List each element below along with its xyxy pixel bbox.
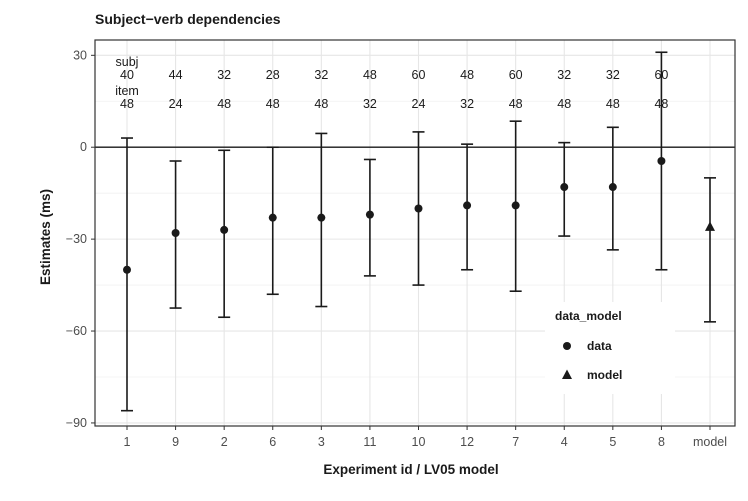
annotation-subj-count: 32 — [557, 68, 571, 82]
data-point — [511, 201, 520, 210]
x-tick-label: 7 — [512, 435, 519, 449]
annotation-subj-count: 32 — [217, 68, 231, 82]
annotation-subj-count: 60 — [412, 68, 426, 82]
data-point — [365, 210, 374, 219]
y-tick-label: −60 — [66, 324, 87, 338]
x-tick-label: 10 — [412, 435, 426, 449]
y-tick-label: −30 — [66, 232, 87, 246]
annotation-item-count: 48 — [606, 97, 620, 111]
x-tick-label: 6 — [269, 435, 276, 449]
annotation-item-count: 32 — [460, 97, 474, 111]
annotation-subj-count: 44 — [169, 68, 183, 82]
annotation-item-count: 32 — [363, 97, 377, 111]
legend-title: data_model — [555, 309, 622, 323]
x-tick-label: 11 — [363, 435, 376, 449]
x-axis-title: Experiment id / LV05 model — [323, 462, 498, 477]
data-point — [268, 213, 277, 222]
annotation-item-count: 48 — [314, 97, 328, 111]
annotation-subj-count: 48 — [363, 68, 377, 82]
annotation-item-label: item — [115, 84, 139, 98]
x-tick-label: 8 — [658, 435, 665, 449]
annotation-item-count: 24 — [412, 97, 426, 111]
chart-title: Subject−verb dependencies — [95, 11, 281, 27]
data-point — [220, 225, 229, 234]
data-point — [560, 183, 569, 192]
data-point — [657, 157, 666, 166]
annotation-subj-count: 32 — [314, 68, 328, 82]
data-point — [414, 204, 423, 213]
y-tick-label: 30 — [73, 48, 87, 62]
annotation-item-count: 48 — [266, 97, 280, 111]
legend-label: model — [587, 368, 622, 382]
legend-key-triangle — [562, 369, 572, 379]
y-tick-label: −90 — [66, 416, 87, 430]
plot-panel: subjitem40484424324828483248483260244832… — [66, 39, 736, 449]
x-tick-label: 4 — [561, 435, 568, 449]
y-axis-title: Estimates (ms) — [38, 189, 53, 285]
data-point — [463, 201, 472, 210]
annotation-item-count: 48 — [120, 97, 134, 111]
x-tick-label: 1 — [124, 435, 131, 449]
x-tick-label: 3 — [318, 435, 325, 449]
annotation-subj-count: 60 — [654, 68, 668, 82]
annotation-item-count: 48 — [557, 97, 571, 111]
x-tick-label: model — [693, 435, 727, 449]
panel-border — [94, 39, 736, 427]
legend-label: data — [587, 339, 612, 353]
legend-key-circle — [563, 342, 571, 350]
x-tick-label: 5 — [609, 435, 616, 449]
annotation-item-count: 48 — [217, 97, 231, 111]
annotation-subj-count: 32 — [606, 68, 620, 82]
x-tick-label: 9 — [172, 435, 179, 449]
x-tick-label: 12 — [460, 435, 474, 449]
annotation-subj-label: subj — [116, 55, 139, 69]
x-tick-label: 2 — [221, 435, 228, 449]
annotation-item-count: 24 — [169, 97, 183, 111]
annotation-subj-count: 40 — [120, 68, 134, 82]
data-point — [171, 229, 180, 237]
data-point — [123, 265, 131, 274]
y-tick-label: 0 — [80, 140, 87, 154]
annotation-subj-count: 48 — [460, 68, 474, 82]
data-point — [608, 183, 617, 192]
data-point — [317, 213, 326, 222]
model-point — [705, 221, 715, 231]
annotation-item-count: 48 — [509, 97, 523, 111]
annotation-subj-count: 28 — [266, 68, 280, 82]
annotation-item-count: 48 — [654, 97, 668, 111]
annotation-subj-count: 60 — [509, 68, 523, 82]
